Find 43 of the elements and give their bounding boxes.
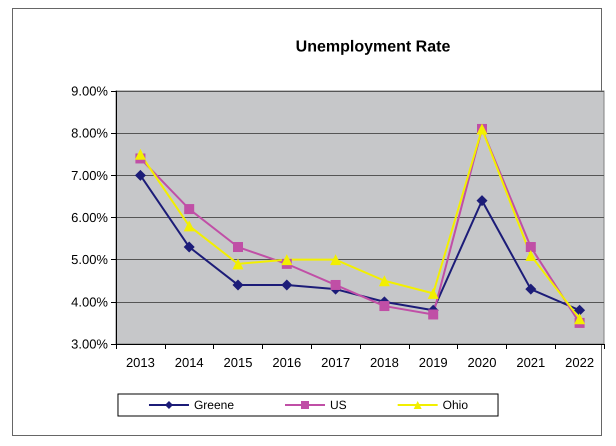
x-tick-label: 2022 xyxy=(565,355,594,370)
point xyxy=(574,304,586,316)
point xyxy=(184,242,195,253)
point xyxy=(232,279,244,290)
point xyxy=(184,220,195,232)
point xyxy=(281,279,292,290)
y-tick-label: 7.00% xyxy=(71,168,108,183)
point xyxy=(428,288,439,299)
point xyxy=(330,254,342,266)
x-tick-label: 2015 xyxy=(224,355,252,370)
point xyxy=(574,313,586,324)
y-tick-label: 9.00% xyxy=(71,84,108,98)
point xyxy=(134,170,146,181)
x-tick-label: 2013 xyxy=(126,355,155,370)
legend-label: US xyxy=(330,398,347,412)
point xyxy=(232,258,244,270)
point xyxy=(379,301,390,312)
point xyxy=(184,204,194,214)
point xyxy=(476,195,488,206)
point xyxy=(330,280,341,290)
point xyxy=(526,242,536,252)
legend-label: Ohio xyxy=(442,398,468,412)
point xyxy=(233,242,243,252)
point xyxy=(378,275,390,286)
x-tick-label: 2014 xyxy=(174,355,204,370)
y-tick-label: 3.00% xyxy=(71,336,108,352)
legend-label: Greene xyxy=(194,398,234,412)
y-tick-label: 6.00% xyxy=(71,210,108,225)
x-tick-label: 2021 xyxy=(516,355,546,370)
x-tick-label: 2020 xyxy=(468,355,496,370)
chart-title: Unemployment Rate xyxy=(296,38,450,56)
x-tick-label: 2016 xyxy=(272,355,302,370)
y-tick-label: 5.00% xyxy=(71,252,108,268)
x-tick-label: 2018 xyxy=(370,355,399,370)
point xyxy=(525,250,536,261)
point xyxy=(428,309,438,320)
point xyxy=(281,254,292,266)
x-tick-label: 2019 xyxy=(418,355,448,370)
y-tick-label: 8.00% xyxy=(71,126,108,141)
y-tick-label: 4.00% xyxy=(71,294,108,310)
point xyxy=(134,148,146,160)
point xyxy=(525,284,536,295)
x-tick-label: 2017 xyxy=(321,355,350,370)
